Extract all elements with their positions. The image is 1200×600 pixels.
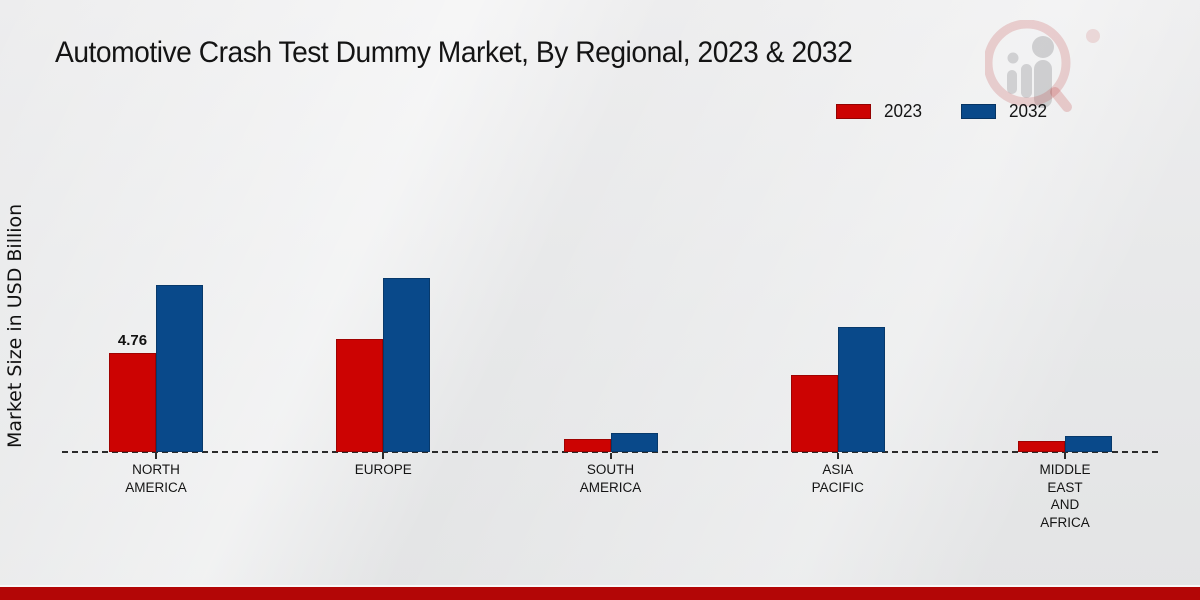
category-label-north-america: NORTH AMERICA [125, 462, 187, 495]
bar-2032-asia-pacific [837, 327, 885, 452]
bar-2023-europe [336, 339, 384, 452]
legend-label-2032: 2032 [1009, 101, 1048, 121]
legend-item-2023: 2023 [836, 101, 923, 122]
bar-2023-south-america [563, 439, 611, 452]
bar-2032-middle-east-and-africa [1065, 436, 1112, 452]
category-label-middle-east-and-africa: MIDDLE EAST AND AFRICA [1039, 462, 1091, 530]
legend-item-2032: 2032 [961, 101, 1048, 122]
y-axis-label: Market Size in USD Billion [4, 203, 26, 449]
bar-2032-europe [383, 278, 431, 452]
category-label-asia-pacific: ASIA PACIFIC [811, 462, 864, 495]
bar-2032-north-america [156, 285, 203, 452]
legend: 2023 2032 [836, 101, 1048, 122]
footer-band [0, 585, 1200, 600]
bar-2023-asia-pacific [790, 375, 838, 452]
bar-2023-middle-east-and-africa [1018, 441, 1065, 452]
x-tick-north-america [155, 453, 157, 459]
bar-2032-south-america [610, 433, 658, 452]
bar-value-label-2023-north-america: 4.76 [117, 332, 148, 349]
category-label-europe: EUROPE [354, 462, 412, 477]
chart-title: Automotive Crash Test Dummy Market, By R… [55, 36, 853, 69]
legend-label-2023: 2023 [884, 101, 923, 121]
category-label-south-america: SOUTH AMERICA [579, 462, 642, 495]
x-tick-south-america [609, 453, 612, 459]
x-tick-asia-pacific [836, 453, 839, 459]
x-tick-europe [382, 453, 385, 459]
bar-2023-north-america [109, 353, 156, 452]
zero-baseline [62, 451, 1158, 453]
legend-swatch-2032-icon [961, 104, 997, 119]
legend-swatch-2023-icon [836, 104, 871, 119]
x-tick-middle-east-and-africa [1064, 453, 1066, 459]
watermark-logo-icon [985, 20, 1100, 112]
